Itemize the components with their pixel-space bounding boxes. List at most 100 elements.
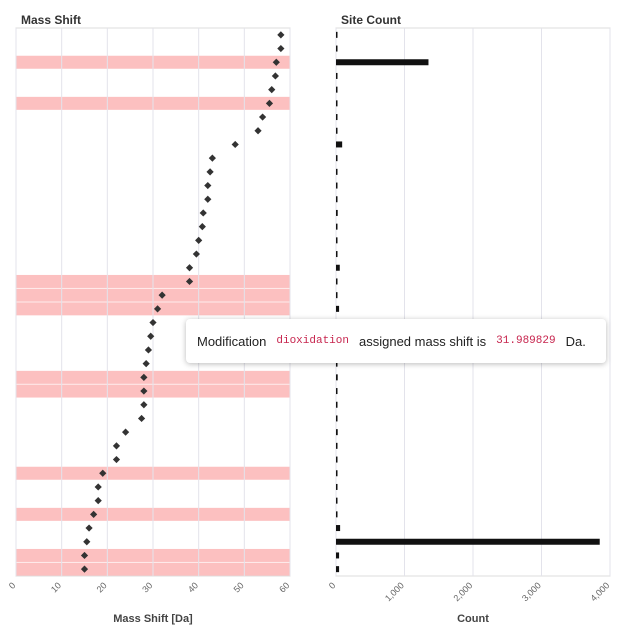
data-point <box>206 168 214 176</box>
x-tick-label: 10 <box>49 580 63 594</box>
x-tick-label: 2,000 <box>451 580 474 603</box>
data-point <box>140 387 148 395</box>
data-point <box>208 154 216 162</box>
data-point <box>265 99 274 107</box>
bar <box>336 251 338 258</box>
data-point <box>140 401 148 409</box>
left-axis-title: Mass Shift [Da] <box>113 613 193 625</box>
data-point <box>147 332 155 340</box>
bar <box>336 59 429 66</box>
data-point <box>254 127 262 135</box>
bar <box>336 155 338 162</box>
bar <box>336 305 340 312</box>
bar <box>336 525 341 532</box>
data-point <box>112 455 121 464</box>
bar <box>336 86 338 93</box>
tooltip-modification: dioxidation <box>276 335 349 347</box>
data-point <box>199 209 207 217</box>
tooltip-middle: assigned mass shift is <box>359 333 487 349</box>
bar <box>336 566 340 573</box>
bar <box>336 168 338 175</box>
bar <box>336 456 338 463</box>
data-point <box>142 360 150 368</box>
tooltip: Modification dioxidation assigned mass s… <box>186 319 606 363</box>
x-tick-label: 60 <box>277 580 291 594</box>
bar <box>336 237 338 244</box>
x-tick-label: 3,000 <box>520 580 543 603</box>
bar <box>336 538 600 545</box>
right-panel-title: Site Count <box>341 13 401 27</box>
tooltip-value: 31.989829 <box>496 335 556 347</box>
x-tick-label: 0 <box>327 580 338 591</box>
data-point <box>277 31 285 39</box>
x-tick-label: 0 <box>7 580 18 591</box>
data-point <box>185 277 194 286</box>
bar <box>336 483 338 490</box>
bar <box>336 292 338 299</box>
data-point <box>112 442 121 450</box>
data-point <box>185 264 194 272</box>
tooltip-suffix: Da. <box>565 333 586 349</box>
bar <box>336 429 338 436</box>
bar <box>336 45 338 52</box>
site-count-plot: 0 1,000 2,000 3,000 4,000 <box>327 27 611 603</box>
bar <box>336 141 343 148</box>
data-point <box>80 565 89 573</box>
data-point <box>198 223 206 231</box>
data-point <box>204 195 212 203</box>
bar <box>336 127 338 134</box>
bar <box>336 388 338 395</box>
data-point <box>83 538 91 546</box>
mass-shift-plot: 0 10 20 30 40 50 60 <box>7 27 291 594</box>
bar <box>336 100 338 107</box>
x-tick-label: 50 <box>232 580 246 594</box>
bar <box>336 552 340 559</box>
data-point <box>90 510 98 518</box>
data-point <box>231 140 239 149</box>
data-point <box>259 113 267 121</box>
bar <box>336 511 338 518</box>
bar <box>336 182 338 189</box>
bar <box>336 415 338 422</box>
bar <box>336 470 338 477</box>
data-point <box>144 346 153 354</box>
left-panel-title: Mass Shift <box>21 13 81 27</box>
bar <box>336 442 338 449</box>
tooltip-prefix: Modification <box>197 333 267 349</box>
x-tick-label: 1,000 <box>383 580 406 603</box>
data-point <box>204 181 212 190</box>
x-tick-label: 4,000 <box>588 580 611 603</box>
data-point <box>271 72 279 80</box>
data-point <box>122 428 130 436</box>
bar <box>336 497 338 504</box>
x-tick-label: 20 <box>95 580 109 594</box>
data-point <box>272 58 280 66</box>
bar <box>336 209 338 216</box>
data-point <box>149 318 157 327</box>
bar <box>336 196 338 203</box>
bar <box>336 278 338 285</box>
data-point <box>99 469 107 477</box>
bar <box>336 374 338 381</box>
data-point <box>94 483 102 491</box>
data-point <box>277 44 285 53</box>
data-point <box>195 236 203 244</box>
bar <box>336 72 338 79</box>
bar <box>336 223 338 230</box>
data-point <box>158 291 166 299</box>
right-axis-title: Count <box>457 613 489 625</box>
data-point <box>80 551 89 560</box>
bar <box>336 114 338 121</box>
x-tick-label: 40 <box>186 580 200 594</box>
bar <box>336 264 340 271</box>
data-point <box>137 414 146 423</box>
data-point <box>94 497 102 505</box>
x-tick-label: 30 <box>140 580 154 594</box>
bar <box>336 360 338 367</box>
data-point <box>192 250 200 258</box>
bar <box>336 401 338 408</box>
data-point <box>268 86 276 94</box>
data-point <box>140 373 148 381</box>
